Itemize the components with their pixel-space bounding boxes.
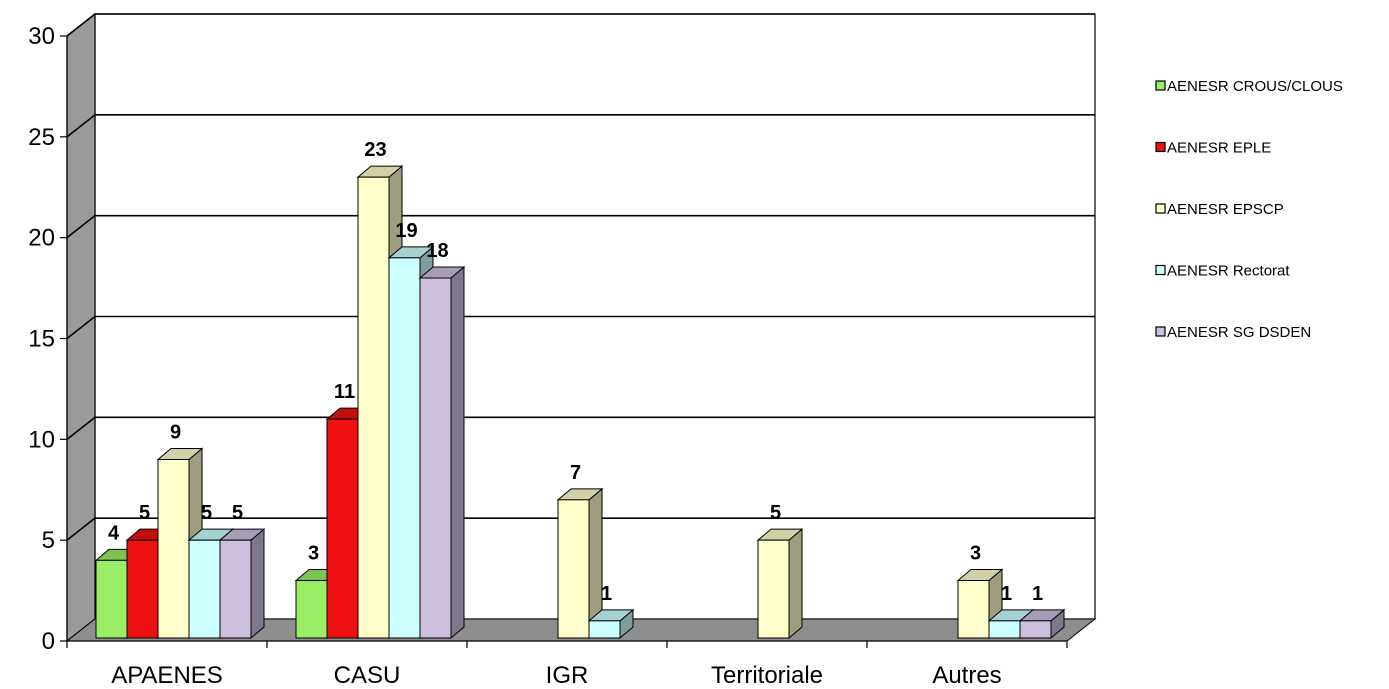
bar (157, 459, 190, 639)
y-tick-label: 5 (42, 527, 55, 554)
bar (419, 277, 452, 639)
gridline-side (66, 517, 96, 541)
bar (95, 559, 128, 639)
gridline-side (66, 215, 96, 239)
y-tick-label: 10 (28, 426, 55, 453)
data-label: 5 (232, 502, 243, 524)
legend-swatch (1155, 203, 1166, 214)
bar (326, 418, 359, 639)
data-label: 1 (1032, 583, 1043, 605)
y-tick-label: 30 (28, 23, 55, 50)
bar-side (250, 528, 265, 640)
bar (357, 176, 390, 639)
x-tick-label: CASU (334, 662, 401, 689)
data-label: 7 (570, 462, 581, 484)
data-label: 23 (364, 139, 386, 161)
legend-swatch (1155, 80, 1166, 91)
gridline-side (66, 114, 96, 138)
bar-side (788, 528, 803, 640)
data-label: 3 (308, 543, 319, 565)
data-label: 1 (1001, 583, 1012, 605)
data-label: 4 (108, 522, 120, 544)
bar (126, 539, 159, 639)
data-label: 5 (139, 502, 150, 524)
data-label: 3 (970, 543, 981, 565)
data-label: 1 (601, 583, 612, 605)
x-tick-label: Territoriale (711, 662, 823, 689)
bar (388, 257, 421, 639)
data-label: 11 (334, 381, 355, 403)
data-label: 19 (395, 220, 417, 242)
legend-swatch (1155, 141, 1166, 153)
y-tick-label: 25 (28, 124, 55, 151)
bar (588, 620, 621, 639)
x-tick-label: APAENES (111, 662, 223, 689)
y-tick-label: 0 (42, 628, 55, 655)
legend-swatch (1155, 326, 1166, 337)
bar-side (450, 265, 465, 640)
bar (295, 580, 328, 639)
bar (757, 539, 790, 639)
y-tick-label: 15 (28, 326, 55, 353)
y-tick-label: 20 (28, 225, 55, 252)
gridline-side (66, 416, 96, 440)
x-tick-label: Autres (932, 662, 1001, 689)
legend-label: AENESR Rectorat (1167, 263, 1290, 280)
legend-label: AENESR EPSCP (1167, 201, 1284, 218)
x-tick-label: IGR (546, 662, 589, 689)
bar (988, 620, 1021, 639)
legend-label: AENESR SG DSDEN (1167, 324, 1311, 341)
data-label: 5 (201, 502, 212, 524)
bar (957, 580, 990, 639)
legend-label: AENESR EPLE (1167, 140, 1271, 157)
bar (1019, 620, 1052, 639)
data-label: 18 (426, 240, 448, 262)
gridline-side (66, 13, 96, 37)
legend-label: AENESR CROUS/CLOUS (1167, 78, 1343, 95)
bar (188, 539, 221, 639)
bar (557, 499, 590, 639)
bar (219, 539, 252, 639)
data-label: 5 (770, 502, 781, 524)
legend-swatch (1155, 264, 1166, 276)
data-label: 9 (170, 422, 181, 444)
gridline-side (66, 315, 96, 340)
